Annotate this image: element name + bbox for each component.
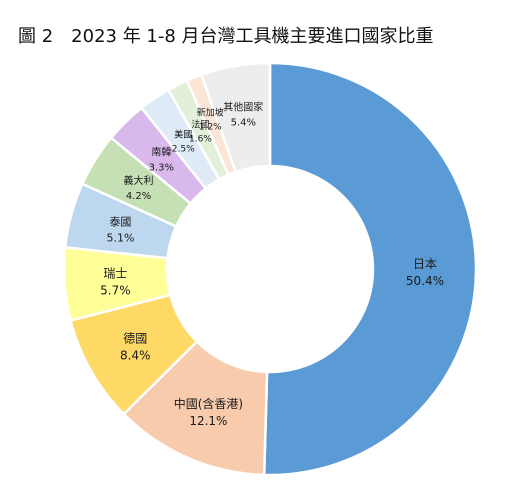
slice-value-8: 1.6%	[189, 134, 212, 144]
slice-value-1: 12.1%	[189, 414, 227, 428]
slice-value-10: 5.4%	[231, 117, 256, 128]
slice-label-10: 其他國家	[223, 100, 263, 113]
slice-value-4: 5.1%	[106, 231, 134, 244]
slice-label-5: 義大利	[124, 174, 154, 187]
slice-label-8: 法國	[191, 118, 209, 130]
slice-value-7: 2.5%	[172, 145, 195, 155]
slice-label-6: 南韓	[151, 145, 171, 158]
slice-label-0: 日本	[413, 257, 437, 271]
slice-value-6: 3.3%	[149, 162, 174, 173]
slice-value-9: 1.2%	[199, 122, 222, 132]
slice-label-4: 泰國	[109, 214, 131, 228]
slice-value-3: 5.7%	[100, 283, 131, 297]
slice-label-9: 新加坡	[197, 106, 224, 118]
slice-value-5: 4.2%	[126, 191, 151, 202]
slice-label-7: 美國	[174, 129, 192, 141]
slice-10	[199, 61, 272, 174]
slice-label-2: 德國	[123, 331, 147, 346]
slice-0	[262, 61, 478, 477]
slice-label-1: 中國(含香港)	[174, 396, 243, 411]
slice-value-2: 8.4%	[120, 349, 151, 363]
slice-label-3: 瑞士	[103, 266, 127, 280]
slice-value-0: 50.4%	[406, 274, 444, 288]
chart-title: 圖 2 2023 年 1-8 月台灣工具機主要進口國家比重	[18, 26, 434, 47]
